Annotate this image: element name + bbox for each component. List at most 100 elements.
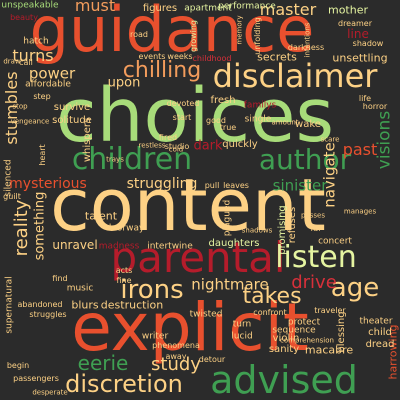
word-single: single <box>244 114 272 125</box>
word-listen: listen <box>275 240 357 275</box>
word-macabre: macabre <box>304 343 354 357</box>
word-restless: restless <box>138 141 166 150</box>
word-twisted: twisted <box>189 309 223 320</box>
word-sinister: sinister <box>272 176 328 195</box>
word-survive: survive <box>53 102 91 113</box>
word-lucid: lucid <box>231 331 253 342</box>
word-sequence: sequence <box>272 325 316 336</box>
word-advised: advised <box>210 358 358 400</box>
word-hatch: hatch <box>23 36 49 47</box>
word-confront: confront <box>253 308 287 317</box>
word-chilling: chilling <box>122 58 202 83</box>
word-acts: acts <box>115 266 133 275</box>
word-traveler: traveler <box>314 306 346 315</box>
word-violin: violin <box>272 333 300 344</box>
word-daughters: daughters <box>208 238 260 249</box>
word-solitude: solitude <box>52 115 92 126</box>
word-reality: reality <box>11 199 32 257</box>
word-theater: theater <box>359 316 393 327</box>
word-upon: upon <box>107 75 141 91</box>
word-start: start <box>172 113 192 122</box>
word-nightmare: nightmare <box>191 275 269 294</box>
word-familys: familys <box>243 100 277 111</box>
word-power: power <box>28 64 76 83</box>
word-memory: memory <box>235 15 244 45</box>
word-affordable: affordable <box>25 79 71 90</box>
word-growing: growing <box>189 20 198 52</box>
word-good: good <box>206 116 226 125</box>
word-age: age <box>330 273 380 303</box>
word-mother: mother <box>327 3 369 17</box>
word-parental: parental <box>110 233 286 282</box>
word-secrets: secrets <box>257 50 297 64</box>
word-turn: turn <box>232 319 252 330</box>
word-call: call <box>19 58 33 67</box>
word-apartment: apartment <box>184 3 232 14</box>
word-stop: stop <box>12 102 28 111</box>
word-performance: performance <box>218 1 276 12</box>
word-irons: irons <box>120 275 184 305</box>
word-guidance: guidance <box>29 0 315 66</box>
word-concert: concert <box>318 236 352 247</box>
word-far: far <box>310 224 322 233</box>
word-amount: amount <box>271 118 299 127</box>
word-master: master <box>259 0 317 19</box>
word-desperate: desperate <box>32 388 68 397</box>
word-something: something <box>32 191 48 261</box>
word-life: life <box>358 94 372 103</box>
word-leaves: leaves <box>223 181 249 190</box>
word-fine: fine <box>116 276 132 285</box>
word-darkness: darkness <box>287 43 325 52</box>
word-childhood: childhood <box>192 54 232 63</box>
word-struggling: struggling <box>126 176 198 192</box>
word-music: music <box>66 283 94 294</box>
word-protect: protect <box>287 317 321 328</box>
word-plagued: plagued <box>222 199 233 237</box>
word-intentions: intentions <box>303 22 312 58</box>
word-comprehension: comprehension <box>280 336 334 345</box>
word-devoted: devoted <box>166 99 200 108</box>
word-abandoned: abandoned <box>17 300 63 309</box>
word-dread: dread <box>365 339 395 350</box>
word-step: step <box>33 92 51 101</box>
word-passengers: passengers <box>13 374 59 383</box>
word-destruction: destruction <box>100 298 164 312</box>
word-figures: figures <box>142 3 178 14</box>
word-dark: dark <box>193 138 223 154</box>
word-author: author <box>258 143 352 176</box>
word-draw: draw <box>3 57 21 66</box>
word-study: study <box>151 354 201 375</box>
word-explicit: explicit <box>71 289 309 366</box>
word-quickly: quickly <box>222 139 258 150</box>
word-content: content <box>50 163 326 247</box>
word-find: find <box>52 274 68 283</box>
word-dreamer: dreamer <box>337 19 373 28</box>
word-phenomena: phenomena <box>152 341 200 350</box>
word-supernatural: supernatural <box>4 276 15 334</box>
word-line: line <box>347 27 369 41</box>
word-past: past <box>342 140 378 159</box>
word-horror: horror <box>362 102 388 111</box>
word-takes: takes <box>242 284 302 309</box>
word-beauty: beauty <box>10 13 38 22</box>
word-shadow: shadow <box>352 39 384 48</box>
word-discretion: discretion <box>65 370 183 398</box>
word-true: true <box>219 123 237 132</box>
word-whispers: whispers <box>82 117 93 163</box>
word-fired: fired <box>158 133 178 142</box>
word-vengeance: vengeance <box>10 117 50 126</box>
word-guilt: guilt <box>3 192 21 201</box>
word-must: must <box>74 0 116 15</box>
word-talent: talent <box>84 209 118 223</box>
word-unsettling: unsettling <box>332 51 388 65</box>
word-weeks: weeks <box>167 52 193 61</box>
word-intertwine: intertwine <box>147 241 193 252</box>
word-passes: passes <box>301 211 325 220</box>
word-cold: cold <box>168 145 184 154</box>
word-refuses: refuses <box>287 206 298 244</box>
word-drive: drive <box>291 272 337 293</box>
word-unravel: unravel <box>52 238 98 252</box>
word-blurs: blurs <box>71 298 99 312</box>
word-madness: madness <box>98 241 140 252</box>
word-silenced: silenced <box>3 159 14 197</box>
